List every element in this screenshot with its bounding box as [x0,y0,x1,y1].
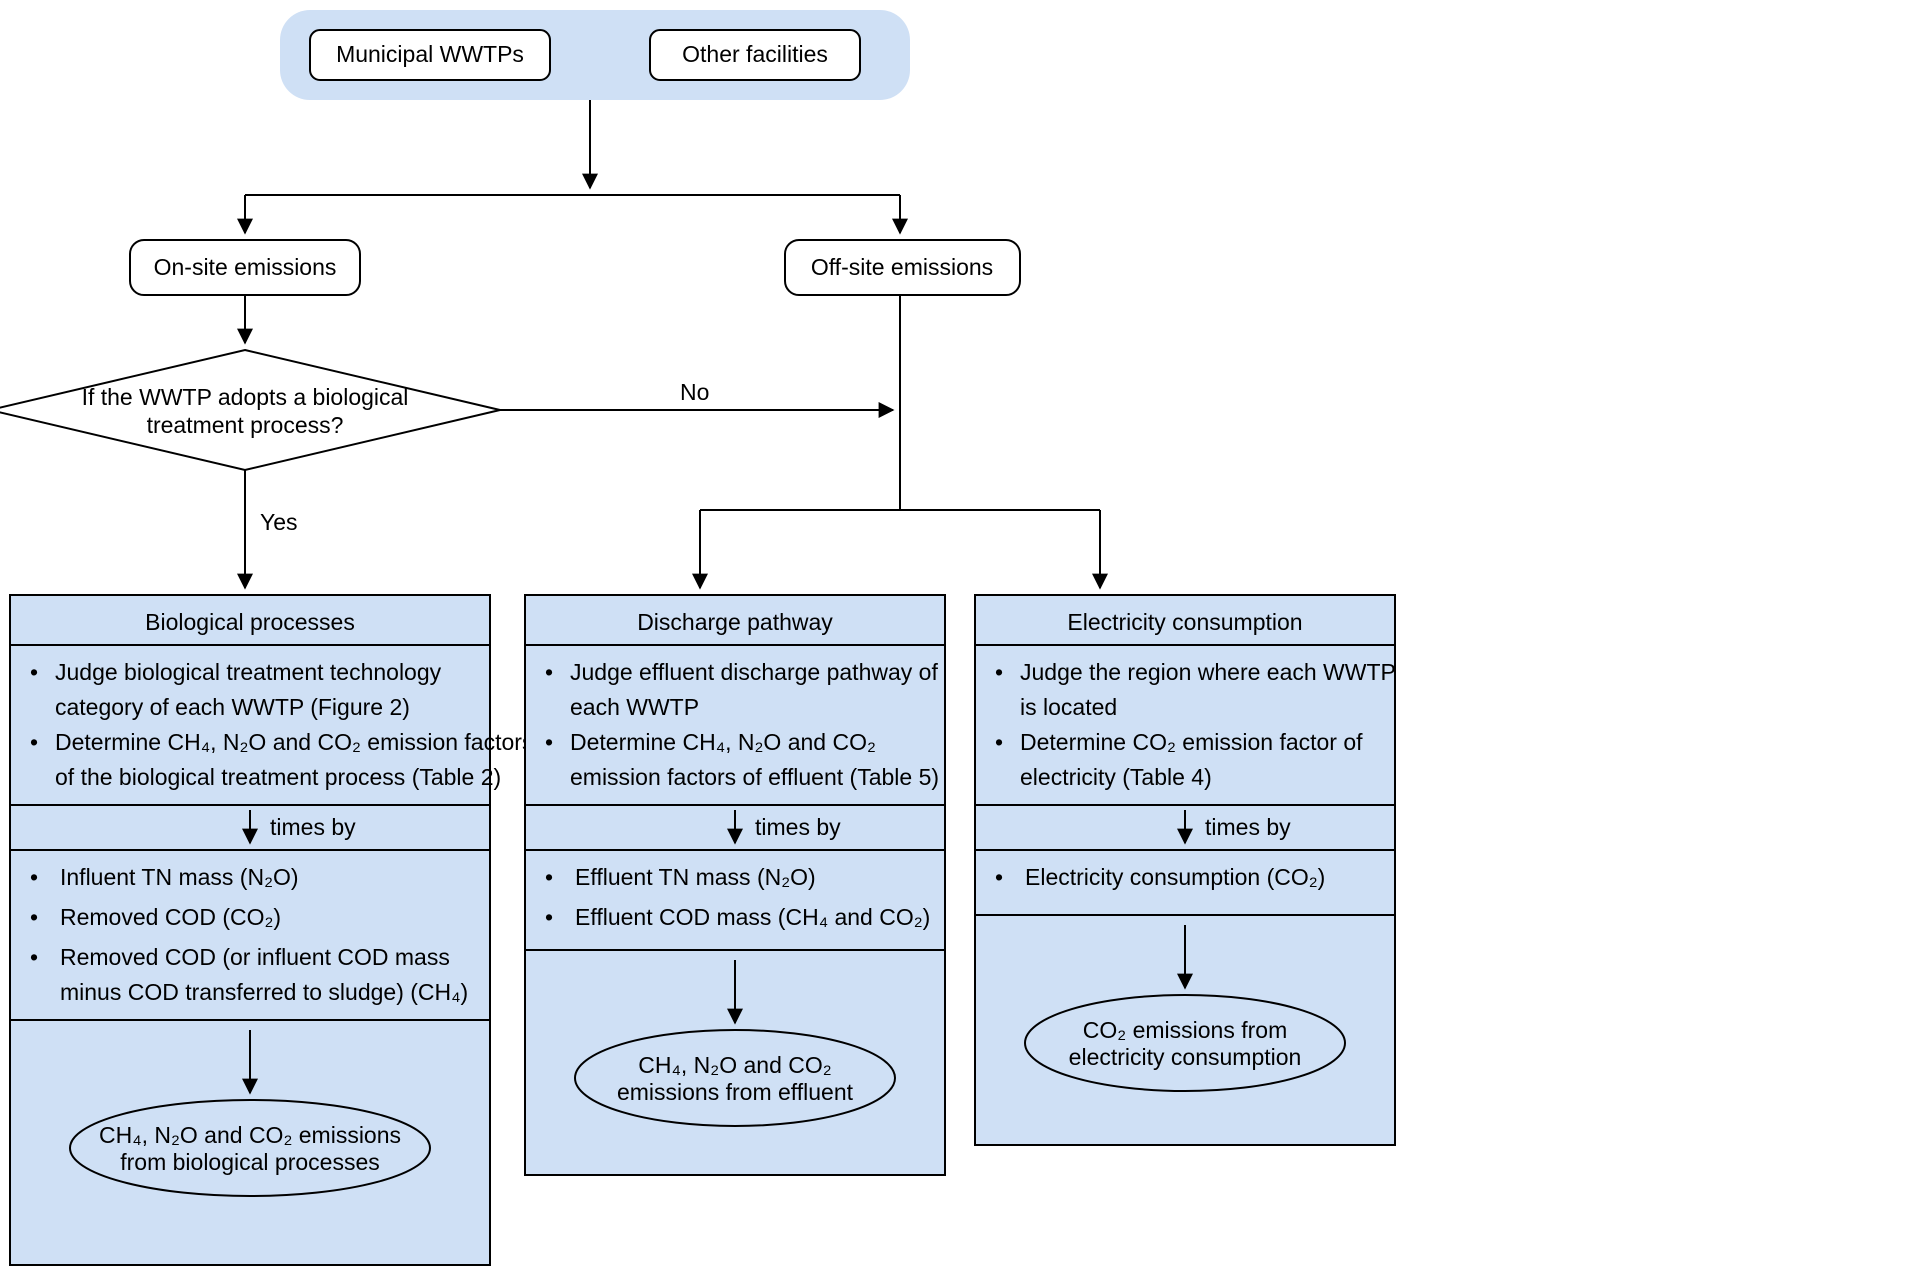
el-timesby: times by [1205,814,1291,840]
decision-diamond [0,350,500,470]
bio-result-l1: CH₄, N₂O and CO₂ emissions [99,1122,401,1148]
el-s1-l1: Judge the region where each WWTP [1020,659,1396,685]
bio-s2-l2: Removed COD (CO₂) [60,904,281,930]
dis-timesby: times by [755,814,841,840]
el-s1-l3: Determine CO₂ emission factor of [1020,729,1363,755]
bio-s1-l4: of the biological treatment process (Tab… [55,764,501,790]
svg-text:•: • [995,864,1003,890]
panel-bio: Biological processes • Judge biological … [10,595,533,1265]
offsite-label: Off-site emissions [811,254,993,280]
dis-result-l2: emissions from effluent [617,1079,854,1105]
panel-elec-title: Electricity consumption [1067,609,1302,635]
dis-s1-l1: Judge effluent discharge pathway of [570,659,938,685]
bio-result-l2: from biological processes [120,1149,380,1175]
svg-text:•: • [545,729,553,755]
el-result-l2: electricity consumption [1069,1044,1302,1070]
dis-s1-l3: Determine CH₄, N₂O and CO₂ [570,729,876,755]
svg-text:•: • [995,729,1003,755]
dis-s1-l4: emission factors of effluent (Table 5) [570,764,939,790]
el-s2-l1: Electricity consumption (CO₂) [1025,864,1325,890]
dis-s2-l1: Effluent TN mass (N₂O) [575,864,816,890]
decision-no-label: No [680,379,709,405]
bio-s2-l1: Influent TN mass (N₂O) [60,864,299,890]
bio-s1-l3: Determine CH₄, N₂O and CO₂ emission fact… [55,729,533,755]
dis-s1-l2: each WWTP [570,694,699,720]
el-result-l1: CO₂ emissions from [1083,1017,1287,1043]
svg-text:•: • [30,904,38,930]
header-wwtps-label: Municipal WWTPs [336,41,524,67]
dis-result-l1: CH₄, N₂O and CO₂ [638,1052,831,1078]
svg-text:•: • [545,904,553,930]
bio-s1-l2: category of each WWTP (Figure 2) [55,694,410,720]
svg-text:•: • [30,659,38,685]
bio-result-ellipse [70,1100,430,1196]
el-s1-l4: electricity (Table 4) [1020,764,1212,790]
panel-bio-title: Biological processes [145,609,355,635]
bio-timesby: times by [270,814,356,840]
dis-result-ellipse [575,1030,895,1126]
svg-text:•: • [30,944,38,970]
decision-yes-label: Yes [260,509,298,535]
decision-line1: If the WWTP adopts a biological [82,384,409,410]
svg-text:•: • [30,864,38,890]
svg-text:•: • [545,864,553,890]
dis-s2-l2: Effluent COD mass (CH₄ and CO₂) [575,904,930,930]
panel-discharge-title: Discharge pathway [637,609,833,635]
panel-discharge: Discharge pathway • Judge effluent disch… [525,595,945,1175]
svg-text:•: • [995,659,1003,685]
header-other-label: Other facilities [682,41,828,67]
onsite-label: On-site emissions [154,254,337,280]
bio-s2-l3: Removed COD (or influent COD mass [60,944,450,970]
bio-s2-l4: minus COD transferred to sludge) (CH₄) [60,979,468,1005]
panel-elec: Electricity consumption • Judge the regi… [975,595,1396,1145]
svg-text:•: • [545,659,553,685]
el-result-ellipse [1025,995,1345,1091]
bio-s1-l1: Judge biological treatment technology [55,659,442,685]
decision-line2: treatment process? [147,412,344,438]
el-s1-l2: is located [1020,694,1117,720]
svg-text:•: • [30,729,38,755]
